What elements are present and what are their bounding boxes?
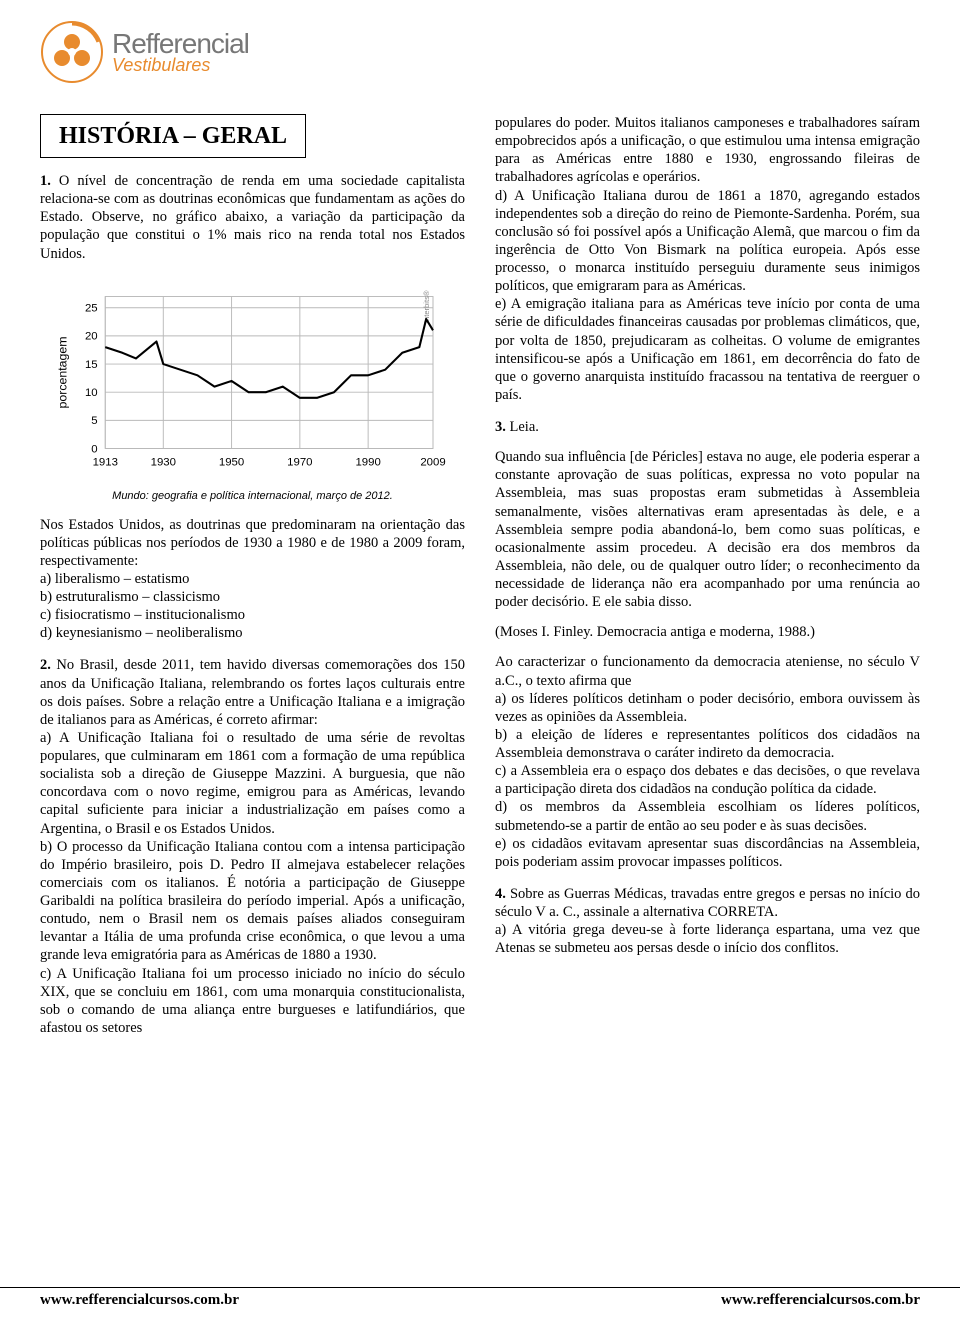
svg-text:1930: 1930 xyxy=(151,456,176,468)
q2-opt-c-cont: populares do poder. Muitos italianos cam… xyxy=(495,114,920,187)
svg-text:2009: 2009 xyxy=(420,456,445,468)
q2-opt-e: e) A emigração italiana para as Américas… xyxy=(495,295,920,404)
chart-caption: Mundo: geografia e política internaciona… xyxy=(40,490,465,504)
svg-text:porcentagem: porcentagem xyxy=(55,336,69,408)
q1-after-text: Nos Estados Unidos, as doutrinas que pre… xyxy=(40,516,465,570)
q2-num: 2. xyxy=(40,657,51,673)
q2-opt-d: d) A Unificação Italiana durou de 1861 a… xyxy=(495,187,920,296)
q2-opt-c: c) A Unificação Italiana foi um processo… xyxy=(40,965,465,1038)
q1-num: 1. xyxy=(40,173,51,189)
footer-right: www.refferencialcursos.com.br xyxy=(721,1292,920,1309)
q3-opt-e: e) os cidadãos evitavam apresentar suas … xyxy=(495,835,920,871)
svg-text:1990: 1990 xyxy=(355,456,380,468)
logo-text: Refferencial Vestibulares xyxy=(112,30,249,74)
q3-opt-b: b) a eleição de líderes e representantes… xyxy=(495,726,920,762)
q2-opt-a: a) A Unificação Italiana foi o resultado… xyxy=(40,729,465,838)
q4-text: Sobre as Guerras Médicas, travadas entre… xyxy=(495,886,920,920)
svg-text:20: 20 xyxy=(85,330,98,342)
question-3: 3. Leia. Quando sua influência [de Péric… xyxy=(495,418,920,871)
page-title: HISTÓRIA – GERAL xyxy=(40,114,306,158)
question-2: 2. No Brasil, desde 2011, tem havido div… xyxy=(40,656,465,1037)
q2-text: No Brasil, desde 2011, tem havido divers… xyxy=(40,657,465,727)
footer-left: www.refferencialcursos.com.br xyxy=(40,1292,239,1309)
q1-after: Nos Estados Unidos, as doutrinas que pre… xyxy=(40,516,465,643)
q3-cite: (Moses I. Finley. Democracia antiga e mo… xyxy=(495,623,920,641)
q2-opt-b: b) O processo da Unificação Italiana con… xyxy=(40,838,465,965)
logo: Refferencial Vestibulares xyxy=(40,20,920,84)
q2-continued: populares do poder. Muitos italianos cam… xyxy=(495,114,920,404)
right-column: populares do poder. Muitos italianos cam… xyxy=(495,114,920,1051)
q3-stem: Ao caracterizar o funcionamento da democ… xyxy=(495,653,920,689)
q1-opt-c: c) fisiocratismo – institucionalismo xyxy=(40,606,465,624)
q1-opt-d: d) keynesianismo – neoliberalismo xyxy=(40,624,465,642)
q3-quote: Quando sua influência [de Péricles] esta… xyxy=(495,448,920,611)
q3-num: 3. xyxy=(495,419,506,435)
footer: www.refferencialcursos.com.br www.reffer… xyxy=(0,1287,960,1309)
q4-opt-a: a) A vitória grega deveu-se à forte lide… xyxy=(495,921,920,957)
q3-opt-c: c) a Assembleia era o espaço dos debates… xyxy=(495,762,920,798)
content-columns: HISTÓRIA – GERAL 1. O nível de concentra… xyxy=(40,114,920,1051)
q1-opt-b: b) estruturalismo – classicismo xyxy=(40,588,465,606)
svg-text:5: 5 xyxy=(91,415,97,427)
svg-text:15: 15 xyxy=(85,358,98,370)
logo-line1: Refferencial xyxy=(112,30,249,58)
q3-lead: Leia. xyxy=(510,419,539,435)
svg-text:1950: 1950 xyxy=(219,456,244,468)
left-column: HISTÓRIA – GERAL 1. O nível de concentra… xyxy=(40,114,465,1051)
q1-opt-a: a) liberalismo – estatismo xyxy=(40,570,465,588)
svg-text:0: 0 xyxy=(91,443,97,455)
question-1: 1. O nível de concentração de renda em u… xyxy=(40,172,465,263)
income-chart: 0 5 10 15 20 25 1913 1930 1950 1970 1990 2009 porcen… xyxy=(40,287,465,477)
q4-num: 4. xyxy=(495,886,506,902)
svg-text:1970: 1970 xyxy=(287,456,312,468)
svg-text:10: 10 xyxy=(85,387,98,399)
question-4: 4. Sobre as Guerras Médicas, travadas en… xyxy=(495,885,920,958)
svg-text:1913: 1913 xyxy=(93,456,118,468)
q3-opt-d: d) os membros da Assembleia escolhiam os… xyxy=(495,798,920,834)
logo-icon xyxy=(40,20,104,84)
svg-text:25: 25 xyxy=(85,302,98,314)
q3-opt-a: a) os líderes políticos detinham o poder… xyxy=(495,690,920,726)
q1-text: O nível de concentração de renda em uma … xyxy=(40,173,465,262)
